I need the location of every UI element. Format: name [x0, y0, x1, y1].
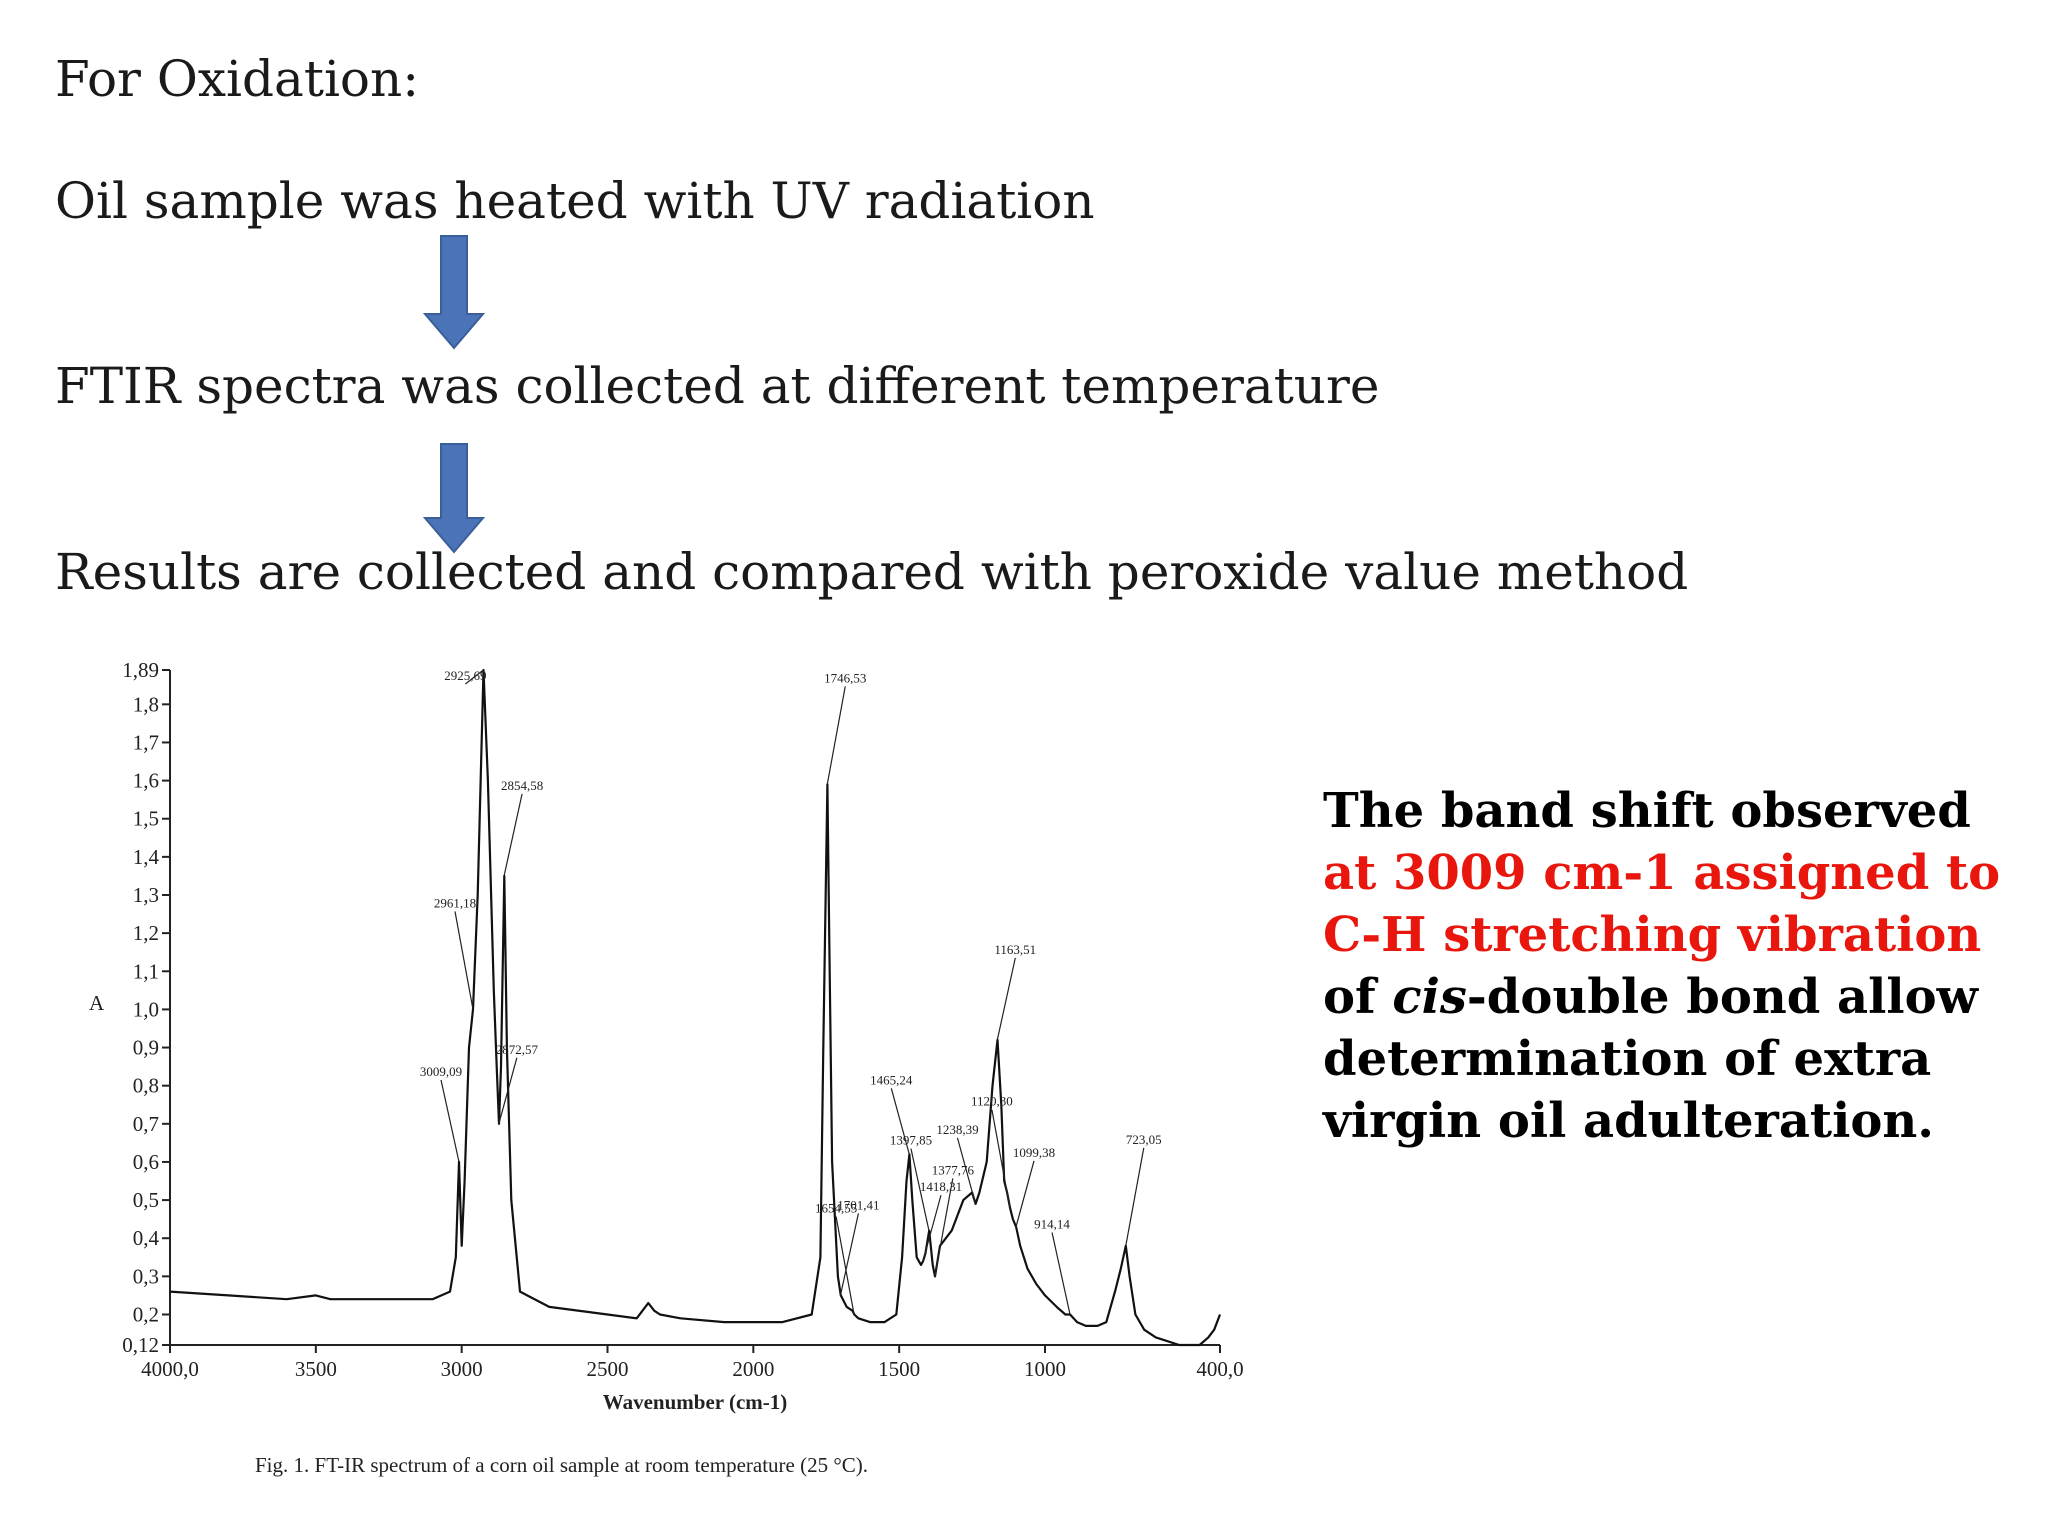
- peak-label: 1465,24: [870, 1072, 913, 1087]
- y-tick-label: 0,4: [133, 1226, 160, 1250]
- ftir-spectrum-chart: 1,89 1,8 1,7 1,6 1,5 1,4 1,3 1,2 1,1 1,0 0,9 0,8 0,7…: [89, 658, 1244, 1477]
- x-tick-label: 400,0: [1196, 1357, 1243, 1381]
- explanation-note: The band shift observed at 3009 cm-1 ass…: [1323, 780, 2023, 1152]
- peak-annotations: 2925,69 2854,58 2961,18 2872,57 3009,09 1746,…: [420, 668, 1162, 1315]
- peak-label: 1397,85: [890, 1133, 932, 1148]
- y-tick-label: 1,2: [133, 921, 159, 945]
- peak-leader-line: [890, 1088, 910, 1155]
- step-3-text: Results are collected and compared with …: [55, 543, 1689, 601]
- x-tick-label: 2500: [587, 1357, 629, 1381]
- y-tick-label: 1,3: [133, 883, 159, 907]
- peak-leader-line: [498, 1057, 518, 1124]
- peak-leader-line: [1015, 1160, 1035, 1227]
- y-tick-label: 0,12: [122, 1333, 159, 1357]
- y-tick-label: 1,1: [133, 959, 159, 983]
- x-tick-label: 2000: [732, 1357, 774, 1381]
- peak-label: 1099,38: [1013, 1145, 1055, 1160]
- peak-label: 1377,76: [932, 1162, 975, 1177]
- peak-leader-line: [934, 1178, 954, 1277]
- x-tick-label: 1500: [878, 1357, 920, 1381]
- note-highlight: at 3009 cm-1 assigned to C-H stretching …: [1323, 845, 2001, 963]
- spectrum-series-line: [169, 668, 1222, 1347]
- y-tick-label: 1,89: [122, 658, 159, 682]
- y-tick-label: 1,8: [133, 692, 159, 716]
- peak-leader-line: [440, 1079, 460, 1163]
- peak-label: 2854,58: [501, 778, 543, 793]
- peak-leader-line: [835, 1216, 855, 1315]
- step-1-text: Oil sample was heated with UV radiation: [55, 172, 1095, 230]
- peak-leader-line: [454, 911, 474, 1010]
- y-tick-label: 1,6: [133, 769, 159, 793]
- peak-leader-line: [503, 793, 523, 877]
- peak-label: 3009,09: [420, 1064, 462, 1079]
- down-arrow-icon: [422, 443, 486, 554]
- x-axis-label: Wavenumber (cm-1): [603, 1390, 788, 1414]
- peak-label: 1418,31: [920, 1179, 962, 1194]
- note-text-2: of: [1323, 969, 1393, 1025]
- y-tick-label: 0,9: [133, 1036, 159, 1060]
- note-text-3: -double bond allow determination of extr…: [1323, 969, 1978, 1149]
- peak-label: 1120,30: [971, 1094, 1013, 1109]
- peak-leader-line: [996, 957, 1016, 1041]
- note-text-1: The band shift observed: [1323, 783, 1971, 839]
- peak-label: 1163,51: [994, 942, 1036, 957]
- peak-leader-line: [956, 1137, 977, 1205]
- peak-leader-line: [1125, 1147, 1145, 1246]
- peak-label: 1746,53: [824, 670, 866, 685]
- x-tick-label: 4000,0: [141, 1357, 199, 1381]
- y-tick-label: 0,8: [133, 1074, 159, 1098]
- y-tick-label: 1,5: [133, 807, 159, 831]
- y-tick-label: 0,7: [133, 1112, 159, 1136]
- peak-label: 2872,57: [496, 1042, 539, 1057]
- down-arrow-icon: [422, 235, 486, 350]
- peak-leader-line: [839, 1213, 860, 1296]
- figure-caption: Fig. 1. FT-IR spectrum of a corn oil sam…: [255, 1453, 868, 1477]
- y-axis-label: A: [89, 991, 105, 1015]
- peak-leader-line: [922, 1194, 942, 1262]
- y-tick-label: 1,7: [133, 730, 159, 754]
- y-axis-ticks: 1,89 1,8 1,7 1,6 1,5 1,4 1,3 1,2 1,1 1,0 0,9 0,8 0,7…: [122, 658, 170, 1357]
- y-tick-label: 0,5: [133, 1188, 159, 1212]
- peak-leader-line: [1051, 1232, 1071, 1315]
- y-tick-label: 1,0: [133, 997, 159, 1021]
- x-tick-label: 3000: [441, 1357, 483, 1381]
- peak-label: 914,14: [1034, 1216, 1070, 1231]
- peak-label: 1654,55: [815, 1200, 857, 1215]
- ftir-figure: 1,89 1,8 1,7 1,6 1,5 1,4 1,3 1,2 1,1 1,0 0,9 0,8 0,7…: [75, 615, 1290, 1520]
- peak-label: 2961,18: [434, 895, 476, 910]
- peak-label: 723,05: [1126, 1132, 1162, 1147]
- peak-leader-line: [464, 669, 484, 685]
- peak-leader-line: [991, 1109, 1011, 1208]
- y-tick-label: 0,2: [133, 1302, 159, 1326]
- peak-leader-line: [910, 1148, 930, 1231]
- peak-label: 1238,39: [936, 1122, 978, 1137]
- y-tick-label: 0,6: [133, 1150, 159, 1174]
- peak-label: 2925,69: [444, 668, 486, 683]
- note-italic-cis: cis: [1392, 969, 1467, 1025]
- y-tick-label: 0,3: [133, 1264, 159, 1288]
- peak-label: 1701,41: [837, 1197, 879, 1212]
- x-tick-label: 1000: [1024, 1357, 1066, 1381]
- peak-leader-line: [826, 686, 846, 785]
- slide-heading: For Oxidation:: [55, 50, 420, 108]
- y-tick-label: 1,4: [133, 845, 160, 869]
- step-2-text: FTIR spectra was collected at different …: [55, 357, 1380, 415]
- x-tick-label: 3500: [295, 1357, 337, 1381]
- x-axis-ticks: 4000,0 3500 3000 2500 2000 1500 1000 400,0: [141, 1345, 1244, 1381]
